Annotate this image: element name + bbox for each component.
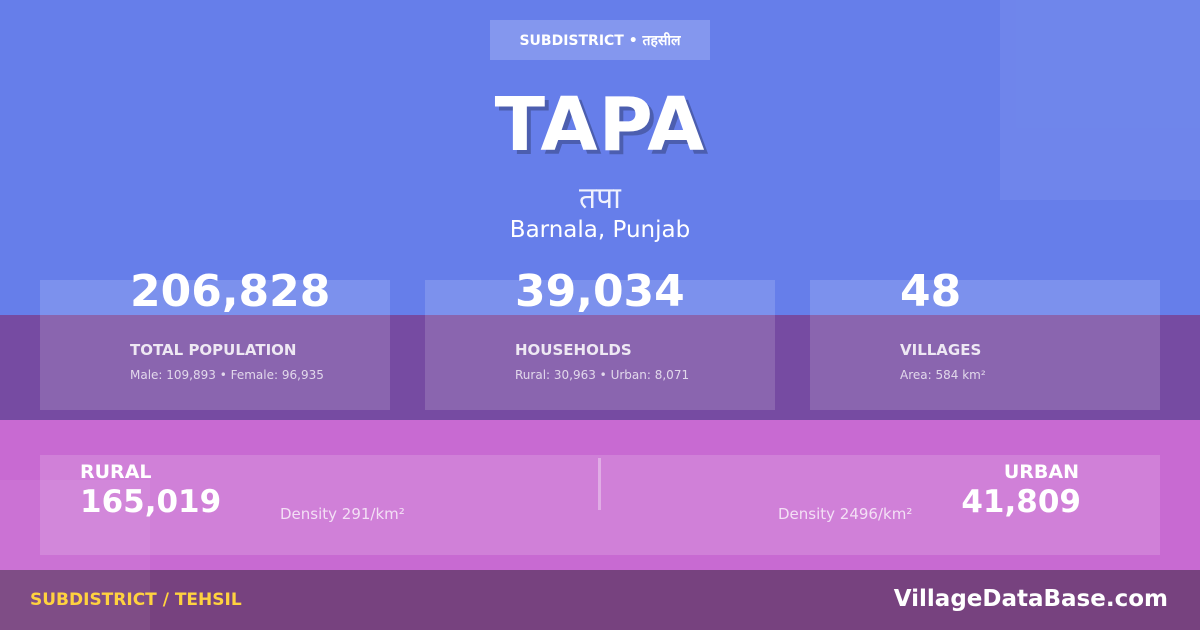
divider [598,458,601,510]
stat-label: VILLAGES [900,341,982,359]
urban-value: 41,809 [961,484,1081,520]
title-hindi: तपा [579,181,621,216]
stats-band [0,315,1200,420]
decorative-square [1000,0,1200,200]
type-badge: SUBDISTRICT • तहसील [490,20,710,60]
rural-urban-panel [40,455,1160,555]
stat-value: 48 [900,266,962,317]
urban-density: Density 2496/km² [778,505,913,523]
stat-label: HOUSEHOLDS [515,341,632,359]
rural-urban-band [0,420,1200,570]
stat-label: TOTAL POPULATION [130,341,297,359]
location: Barnala, Punjab [509,217,691,243]
rural-value: 165,019 [80,484,222,520]
urban-label: URBAN [1003,461,1079,483]
footer-bar [0,570,1200,630]
stat-card-population: 206,828 TOTAL POPULATION Male: 109,893 •… [40,266,390,410]
rural-density: Density 291/km² [280,505,405,523]
stat-sub: Area: 584 km² [900,368,986,382]
page-title: TAPA [494,82,706,168]
stat-card-households: 39,034 HOUSEHOLDS Rural: 30,963 • Urban:… [425,266,775,410]
stat-value: 206,828 [130,266,331,317]
stat-card-villages: 48 VILLAGES Area: 584 km² [810,266,1160,410]
decorative-square [0,480,150,630]
stat-sub: Male: 109,893 • Female: 96,935 [130,368,324,382]
header-background [0,0,1200,315]
rural-label: RURAL [80,461,152,483]
footer-category: SUBDISTRICT / TEHSIL [30,590,242,610]
stat-sub: Rural: 30,963 • Urban: 8,071 [515,368,690,382]
stat-value: 39,034 [515,266,685,317]
site-brand: VillageDataBase.com [893,586,1168,612]
